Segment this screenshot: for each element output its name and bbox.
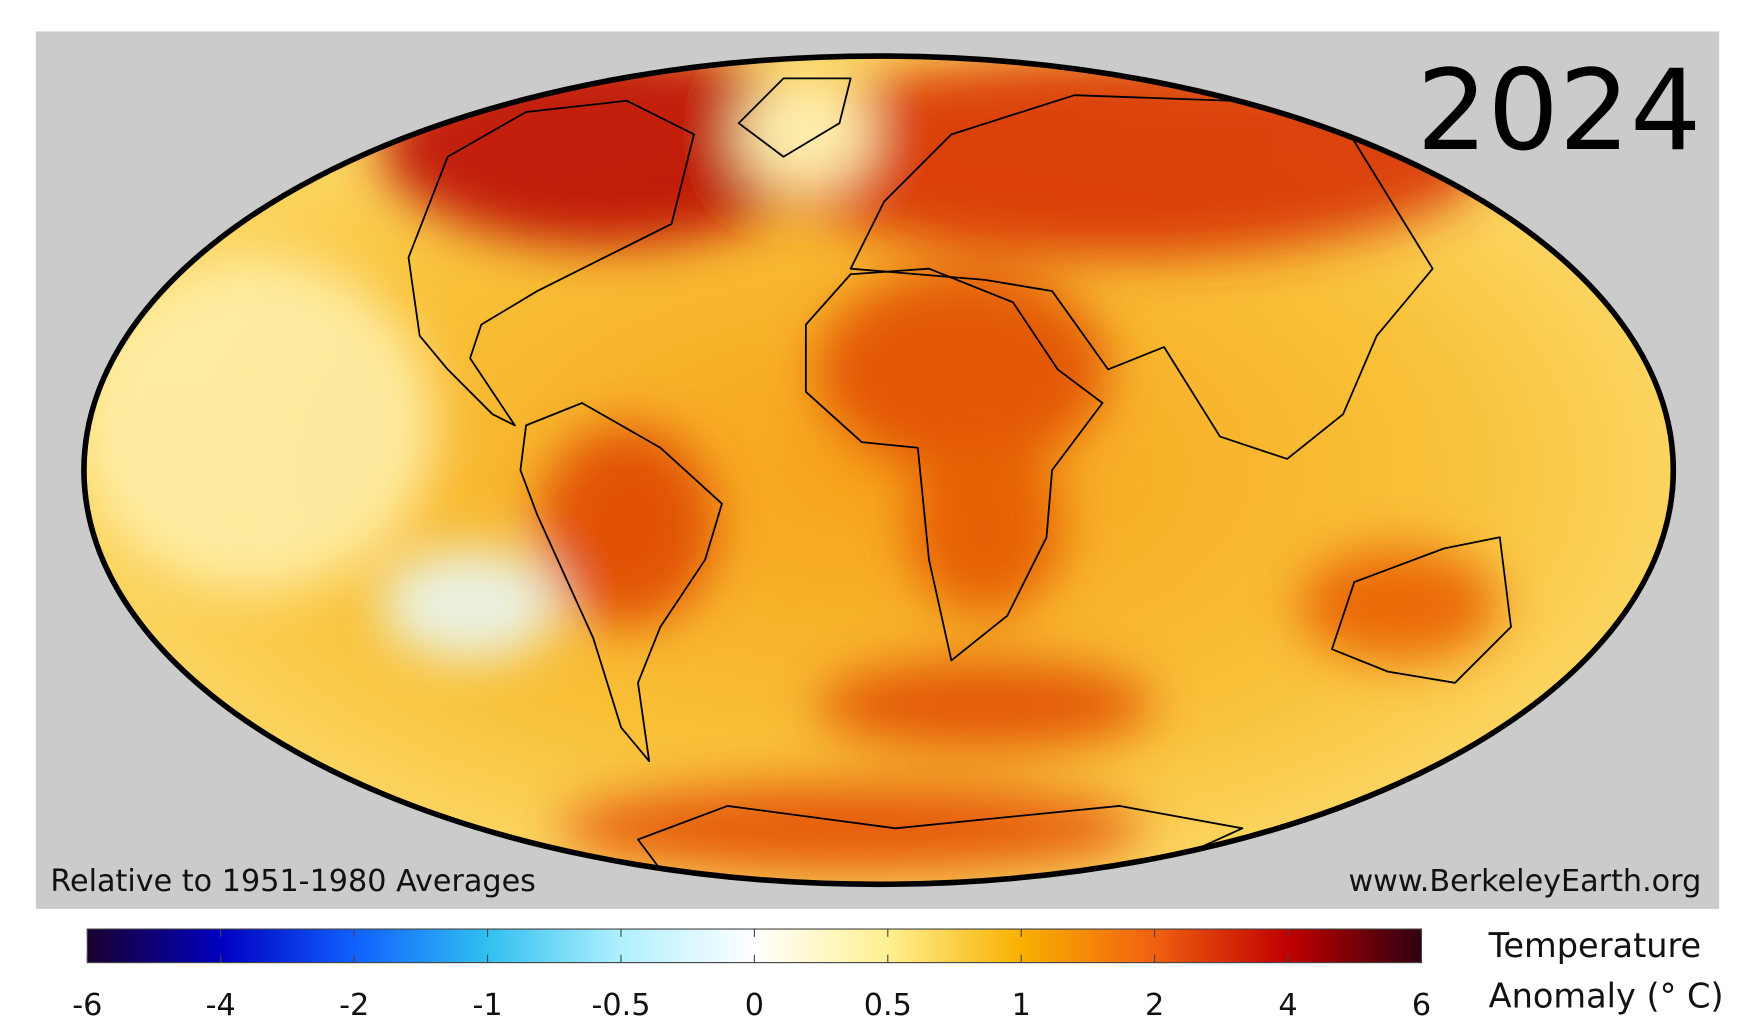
colorbar-tick-label: 2	[1145, 988, 1164, 1022]
globe-outline	[81, 53, 1677, 888]
anomaly-field	[83, 56, 1674, 885]
colorbar-label: Temperature	[1488, 926, 1702, 965]
year-label: 2024	[1416, 46, 1701, 176]
colorbar-tick-label: 6	[1412, 988, 1431, 1022]
colorbar-label: Anomaly (° C)	[1489, 976, 1724, 1015]
source-label: www.BerkeleyEarth.org	[1348, 864, 1701, 899]
colorbar-tick-label: 1	[1012, 988, 1031, 1022]
colorbar-tick-label: 0	[745, 988, 764, 1022]
colorbar-tick-label: 4	[1278, 988, 1297, 1022]
colorbar-tick-label: -4	[206, 988, 236, 1022]
colorbar-tick-label: -6	[72, 988, 102, 1022]
colorbar-tick-label: -2	[339, 988, 369, 1022]
colorbar-ticks: -6 -4 -2 -1 -0.5 0 0.5 1 2 4 6	[72, 929, 1431, 1022]
colorbar-tick-label: -1	[472, 988, 502, 1022]
baseline-note: Relative to 1951-1980 Averages	[50, 864, 536, 899]
colorbar-tick-label: 0.5	[864, 988, 912, 1022]
colorbar-tick-label: -0.5	[591, 988, 650, 1022]
